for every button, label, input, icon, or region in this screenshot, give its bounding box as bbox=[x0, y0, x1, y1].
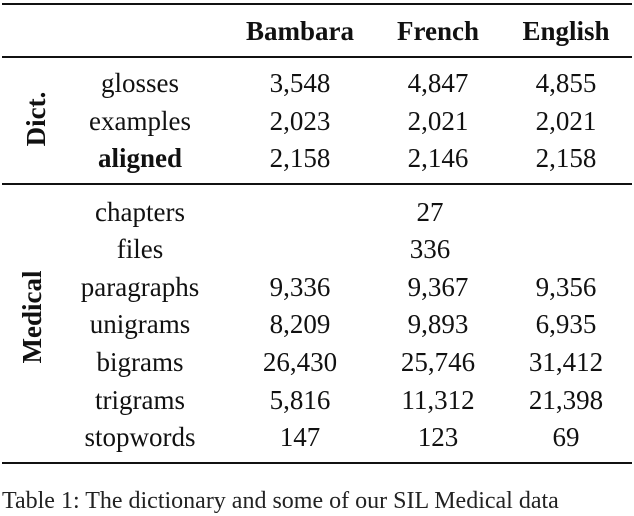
group-rule bbox=[2, 183, 632, 185]
row-label-chapters: chapters bbox=[95, 197, 185, 227]
row-label-bigrams: bigrams bbox=[96, 347, 184, 377]
cell-glosses-french: 4,847 bbox=[407, 68, 469, 98]
group-label-medical: Medical bbox=[17, 270, 47, 364]
cell-bigrams-french: 25,746 bbox=[400, 347, 476, 377]
header-english: English bbox=[522, 16, 610, 46]
cell-glosses-english: 4,855 bbox=[535, 68, 597, 98]
cell-paragraphs-english: 9,356 bbox=[535, 272, 597, 302]
cell-unigrams-english: 6,935 bbox=[535, 309, 597, 339]
cell-stopwords-bambara: 147 bbox=[279, 422, 321, 452]
row-label-unigrams: unigrams bbox=[89, 309, 191, 339]
row-label-stopwords: stopwords bbox=[84, 422, 196, 452]
row-label-trigrams: trigrams bbox=[95, 385, 185, 415]
table-caption: Table 1: The dictionary and some of our … bbox=[2, 488, 559, 514]
cell-chapters-span: 27 bbox=[416, 197, 444, 227]
cell-stopwords-french: 123 bbox=[417, 422, 459, 452]
header-bambara: Bambara bbox=[246, 16, 354, 46]
row-label-paragraphs: paragraphs bbox=[80, 272, 200, 302]
cell-glosses-bambara: 3,548 bbox=[269, 68, 331, 98]
cell-trigrams-bambara: 5,816 bbox=[269, 385, 331, 415]
top-rule bbox=[2, 3, 632, 5]
bottom-rule bbox=[2, 462, 632, 464]
cell-unigrams-french: 9,893 bbox=[407, 309, 469, 339]
cell-unigrams-bambara: 8,209 bbox=[269, 309, 331, 339]
row-label-files: files bbox=[116, 234, 164, 264]
group-label-dict: Dict. bbox=[21, 91, 51, 147]
cell-aligned-english: 2,158 bbox=[535, 143, 597, 173]
cell-paragraphs-french: 9,367 bbox=[407, 272, 469, 302]
cell-trigrams-english: 21,398 bbox=[528, 385, 604, 415]
cell-files-span: 336 bbox=[409, 234, 451, 264]
cell-aligned-french: 2,146 bbox=[407, 143, 469, 173]
cell-bigrams-english: 31,412 bbox=[528, 347, 604, 377]
header-french: French bbox=[397, 16, 479, 46]
row-label-aligned: aligned bbox=[97, 143, 183, 173]
row-label-glosses: glosses bbox=[100, 68, 179, 98]
cell-bigrams-bambara: 26,430 bbox=[262, 347, 338, 377]
cell-examples-bambara: 2,023 bbox=[269, 106, 331, 136]
cell-aligned-bambara: 2,158 bbox=[269, 143, 331, 173]
data-table: Bambara French English Dict. glosses 3,5… bbox=[2, 3, 632, 464]
cell-examples-english: 2,021 bbox=[535, 106, 597, 136]
cell-trigrams-french: 11,312 bbox=[401, 385, 475, 415]
cell-examples-french: 2,021 bbox=[407, 106, 469, 136]
cell-stopwords-english: 69 bbox=[552, 422, 580, 452]
header-rule bbox=[2, 56, 632, 58]
cell-paragraphs-bambara: 9,336 bbox=[269, 272, 331, 302]
row-label-examples: examples bbox=[89, 106, 191, 136]
